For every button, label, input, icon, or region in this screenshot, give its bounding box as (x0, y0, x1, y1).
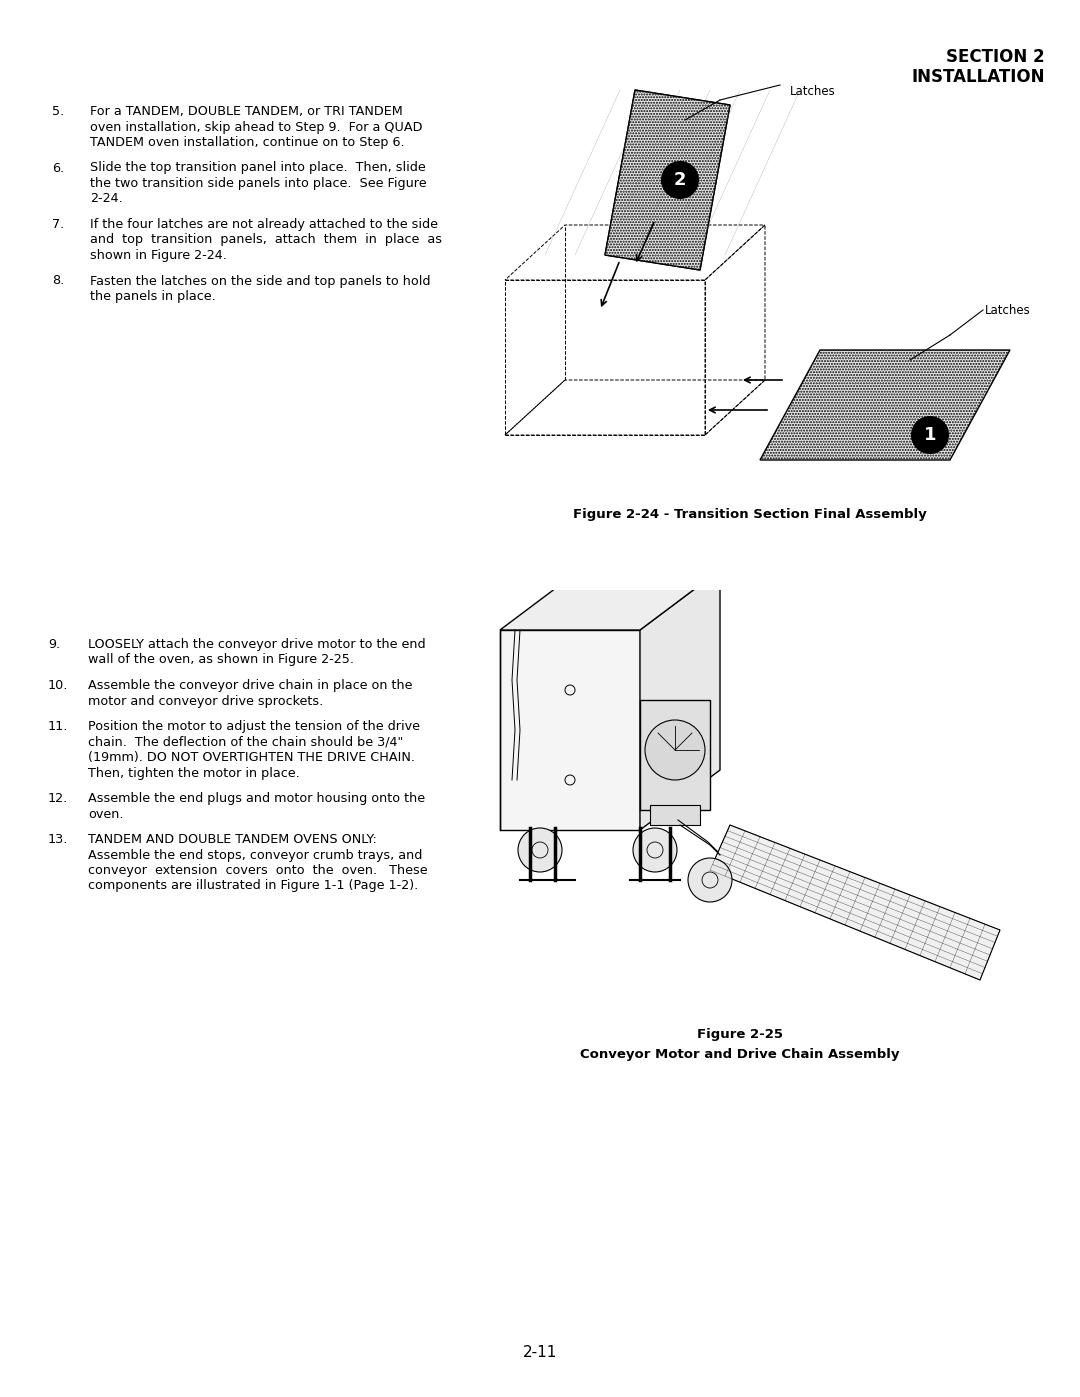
Text: conveyor  extension  covers  onto  the  oven.   These: conveyor extension covers onto the oven.… (87, 863, 428, 877)
Text: LOOSELY attach the conveyor drive motor to the end: LOOSELY attach the conveyor drive motor … (87, 638, 426, 651)
Text: 9.: 9. (48, 638, 60, 651)
Text: 7.: 7. (52, 218, 64, 231)
Text: Conveyor Motor and Drive Chain Assembly: Conveyor Motor and Drive Chain Assembly (580, 1048, 900, 1060)
Text: If the four latches are not already attached to the side: If the four latches are not already atta… (90, 218, 438, 231)
Text: Assemble the end stops, conveyor crumb trays, and: Assemble the end stops, conveyor crumb t… (87, 848, 422, 862)
Text: TANDEM oven installation, continue on to Step 6.: TANDEM oven installation, continue on to… (90, 136, 405, 149)
Text: 13.: 13. (48, 833, 68, 847)
Text: Assemble the conveyor drive chain in place on the: Assemble the conveyor drive chain in pla… (87, 679, 413, 692)
Circle shape (633, 828, 677, 872)
Text: 2-24.: 2-24. (90, 193, 123, 205)
Text: oven.: oven. (87, 807, 123, 820)
Polygon shape (500, 570, 720, 630)
Text: 10.: 10. (48, 679, 68, 692)
Text: Assemble the end plugs and motor housing onto the: Assemble the end plugs and motor housing… (87, 792, 426, 805)
Text: Latches: Latches (985, 303, 1030, 317)
Text: 12.: 12. (48, 792, 68, 805)
Polygon shape (605, 89, 730, 270)
Text: SECTION 2: SECTION 2 (946, 47, 1045, 66)
Text: Latches: Latches (789, 85, 836, 98)
Text: motor and conveyor drive sprockets.: motor and conveyor drive sprockets. (87, 694, 323, 707)
Text: TANDEM AND DOUBLE TANDEM OVENS ONLY:: TANDEM AND DOUBLE TANDEM OVENS ONLY: (87, 833, 377, 847)
Text: chain.  The deflection of the chain should be 3/4": chain. The deflection of the chain shoul… (87, 735, 403, 749)
Circle shape (688, 858, 732, 902)
Text: Fasten the latches on the side and top panels to hold: Fasten the latches on the side and top p… (90, 274, 431, 288)
Text: and  top  transition  panels,  attach  them  in  place  as: and top transition panels, attach them i… (90, 233, 442, 246)
Circle shape (645, 719, 705, 780)
Circle shape (518, 828, 562, 872)
Circle shape (912, 416, 948, 453)
Polygon shape (640, 700, 710, 810)
Text: For a TANDEM, DOUBLE TANDEM, or TRI TANDEM: For a TANDEM, DOUBLE TANDEM, or TRI TAND… (90, 105, 403, 117)
Text: Slide the top transition panel into place.  Then, slide: Slide the top transition panel into plac… (90, 162, 426, 175)
Text: 2-11: 2-11 (523, 1345, 557, 1361)
Polygon shape (760, 351, 1010, 460)
Text: the panels in place.: the panels in place. (90, 291, 216, 303)
Text: Figure 2-24 - Transition Section Final Assembly: Figure 2-24 - Transition Section Final A… (573, 509, 927, 521)
Text: Then, tighten the motor in place.: Then, tighten the motor in place. (87, 767, 300, 780)
Text: 6.: 6. (52, 162, 64, 175)
Polygon shape (710, 826, 1000, 981)
Text: wall of the oven, as shown in Figure 2-25.: wall of the oven, as shown in Figure 2-2… (87, 654, 354, 666)
Text: shown in Figure 2-24.: shown in Figure 2-24. (90, 249, 227, 263)
Text: INSTALLATION: INSTALLATION (912, 68, 1045, 87)
Text: (19mm). DO NOT OVERTIGHTEN THE DRIVE CHAIN.: (19mm). DO NOT OVERTIGHTEN THE DRIVE CHA… (87, 752, 415, 764)
Polygon shape (605, 89, 730, 270)
Text: oven installation, skip ahead to Step 9.  For a QUAD: oven installation, skip ahead to Step 9.… (90, 120, 422, 134)
Text: the two transition side panels into place.  See Figure: the two transition side panels into plac… (90, 177, 427, 190)
Polygon shape (640, 570, 720, 830)
Circle shape (662, 162, 698, 198)
Polygon shape (650, 805, 700, 826)
Text: 1: 1 (923, 426, 936, 444)
Text: 8.: 8. (52, 274, 64, 288)
Text: Figure 2-25: Figure 2-25 (697, 1028, 783, 1041)
Text: 5.: 5. (52, 105, 64, 117)
Text: 2: 2 (674, 170, 686, 189)
Text: Position the motor to adjust the tension of the drive: Position the motor to adjust the tension… (87, 719, 420, 733)
Text: 11.: 11. (48, 719, 68, 733)
Polygon shape (500, 630, 640, 830)
Text: components are illustrated in Figure 1-1 (Page 1-2).: components are illustrated in Figure 1-1… (87, 880, 418, 893)
